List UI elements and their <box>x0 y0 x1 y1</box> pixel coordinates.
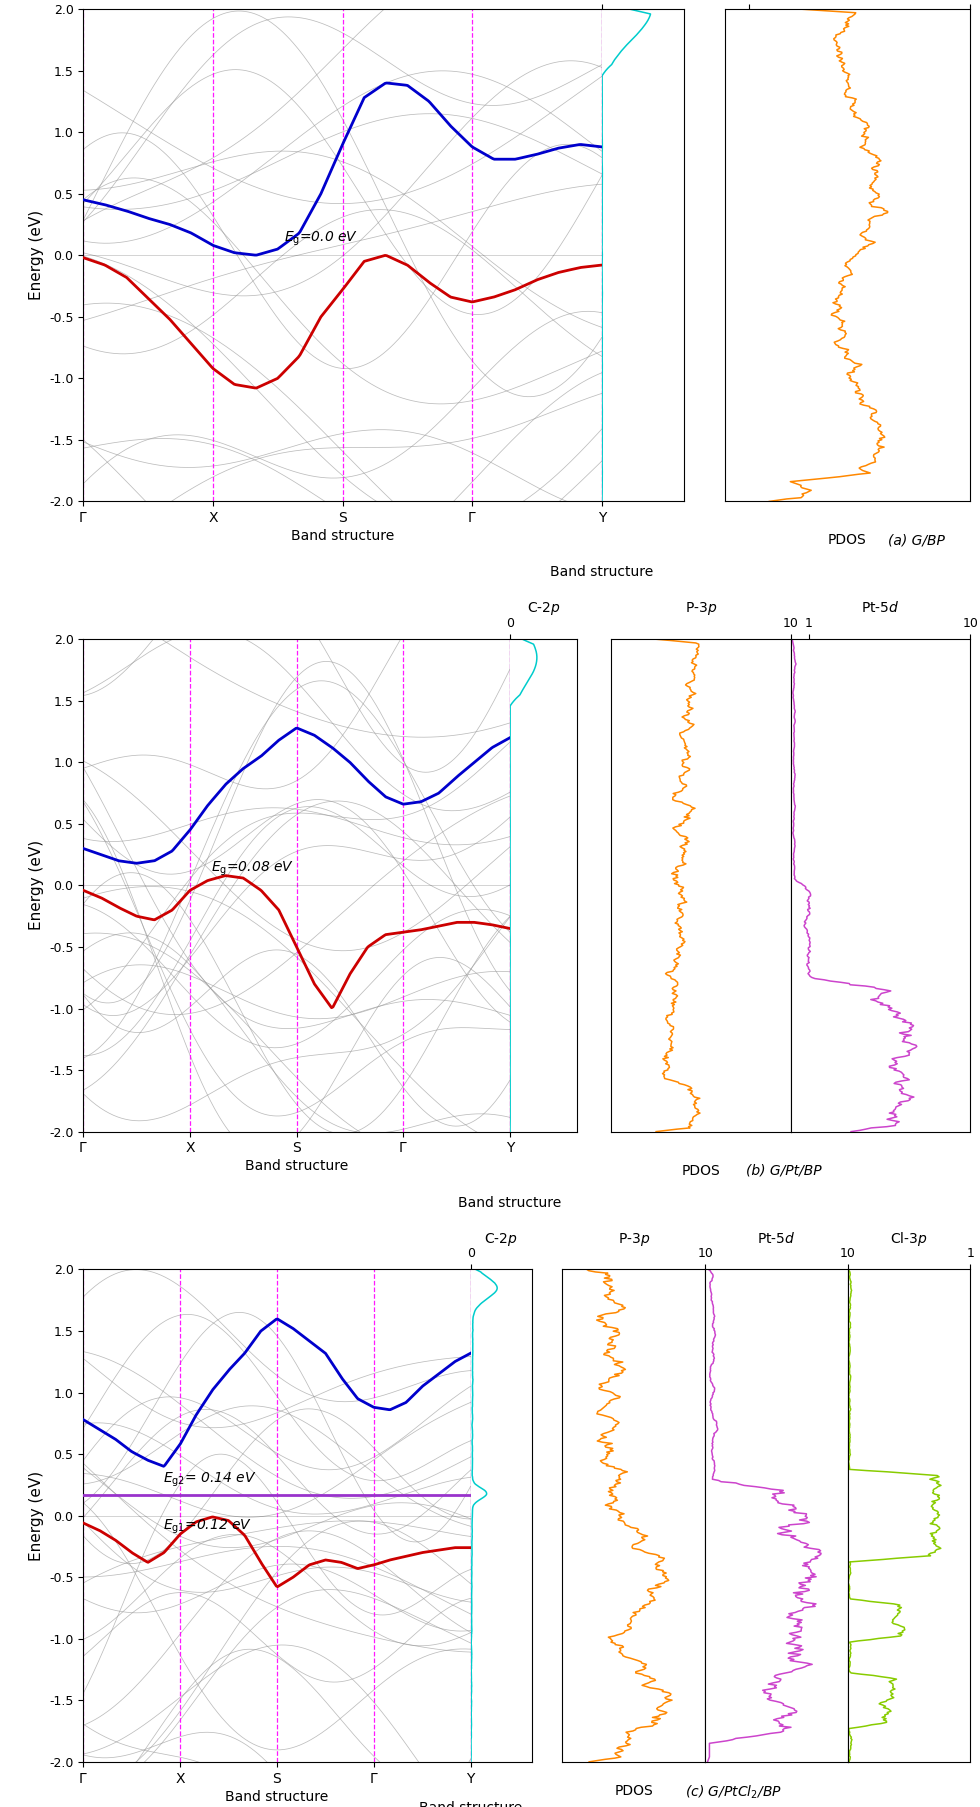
X-axis label: P-3$p$: P-3$p$ <box>685 600 717 618</box>
Text: $E_{\mathrm{g}}$=0.08 eV: $E_{\mathrm{g}}$=0.08 eV <box>212 860 294 878</box>
Y-axis label: Energy (eV): Energy (eV) <box>28 210 43 300</box>
Y-axis label: Energy (eV): Energy (eV) <box>28 1471 43 1561</box>
Text: PDOS: PDOS <box>681 1164 720 1178</box>
Text: $E_{\mathrm{g2}}$= 0.14 eV: $E_{\mathrm{g2}}$= 0.14 eV <box>163 1471 257 1489</box>
Text: Band structure: Band structure <box>550 566 654 580</box>
X-axis label: Band structure: Band structure <box>291 529 394 544</box>
Text: PDOS: PDOS <box>828 533 866 548</box>
X-axis label: C-2$p$: C-2$p$ <box>526 600 561 618</box>
X-axis label: Band structure: Band structure <box>225 1789 328 1803</box>
Text: (b) G/Pt/BP: (b) G/Pt/BP <box>746 1164 821 1178</box>
X-axis label: C-2$p$: C-2$p$ <box>484 1231 518 1247</box>
X-axis label: Band structure: Band structure <box>245 1160 348 1173</box>
X-axis label: P-3$p$: P-3$p$ <box>617 1231 650 1247</box>
Text: (c) G/PtCl$_2$/BP: (c) G/PtCl$_2$/BP <box>685 1784 782 1802</box>
Text: $E_{\mathrm{g}}$=0.0 eV: $E_{\mathrm{g}}$=0.0 eV <box>284 229 359 248</box>
Text: (a) G/BP: (a) G/BP <box>888 533 945 548</box>
X-axis label: Cl-3$p$: Cl-3$p$ <box>890 1229 928 1247</box>
Text: PDOS: PDOS <box>614 1784 653 1798</box>
Text: $E_{\mathrm{g1}}$=0.12 eV: $E_{\mathrm{g1}}$=0.12 eV <box>163 1518 252 1536</box>
X-axis label: Pt-5$d$: Pt-5$d$ <box>758 1231 796 1245</box>
Y-axis label: Energy (eV): Energy (eV) <box>28 840 43 931</box>
Text: Band structure: Band structure <box>459 1196 562 1209</box>
Text: Band structure: Band structure <box>419 1802 522 1807</box>
X-axis label: Pt-5$d$: Pt-5$d$ <box>861 600 900 616</box>
